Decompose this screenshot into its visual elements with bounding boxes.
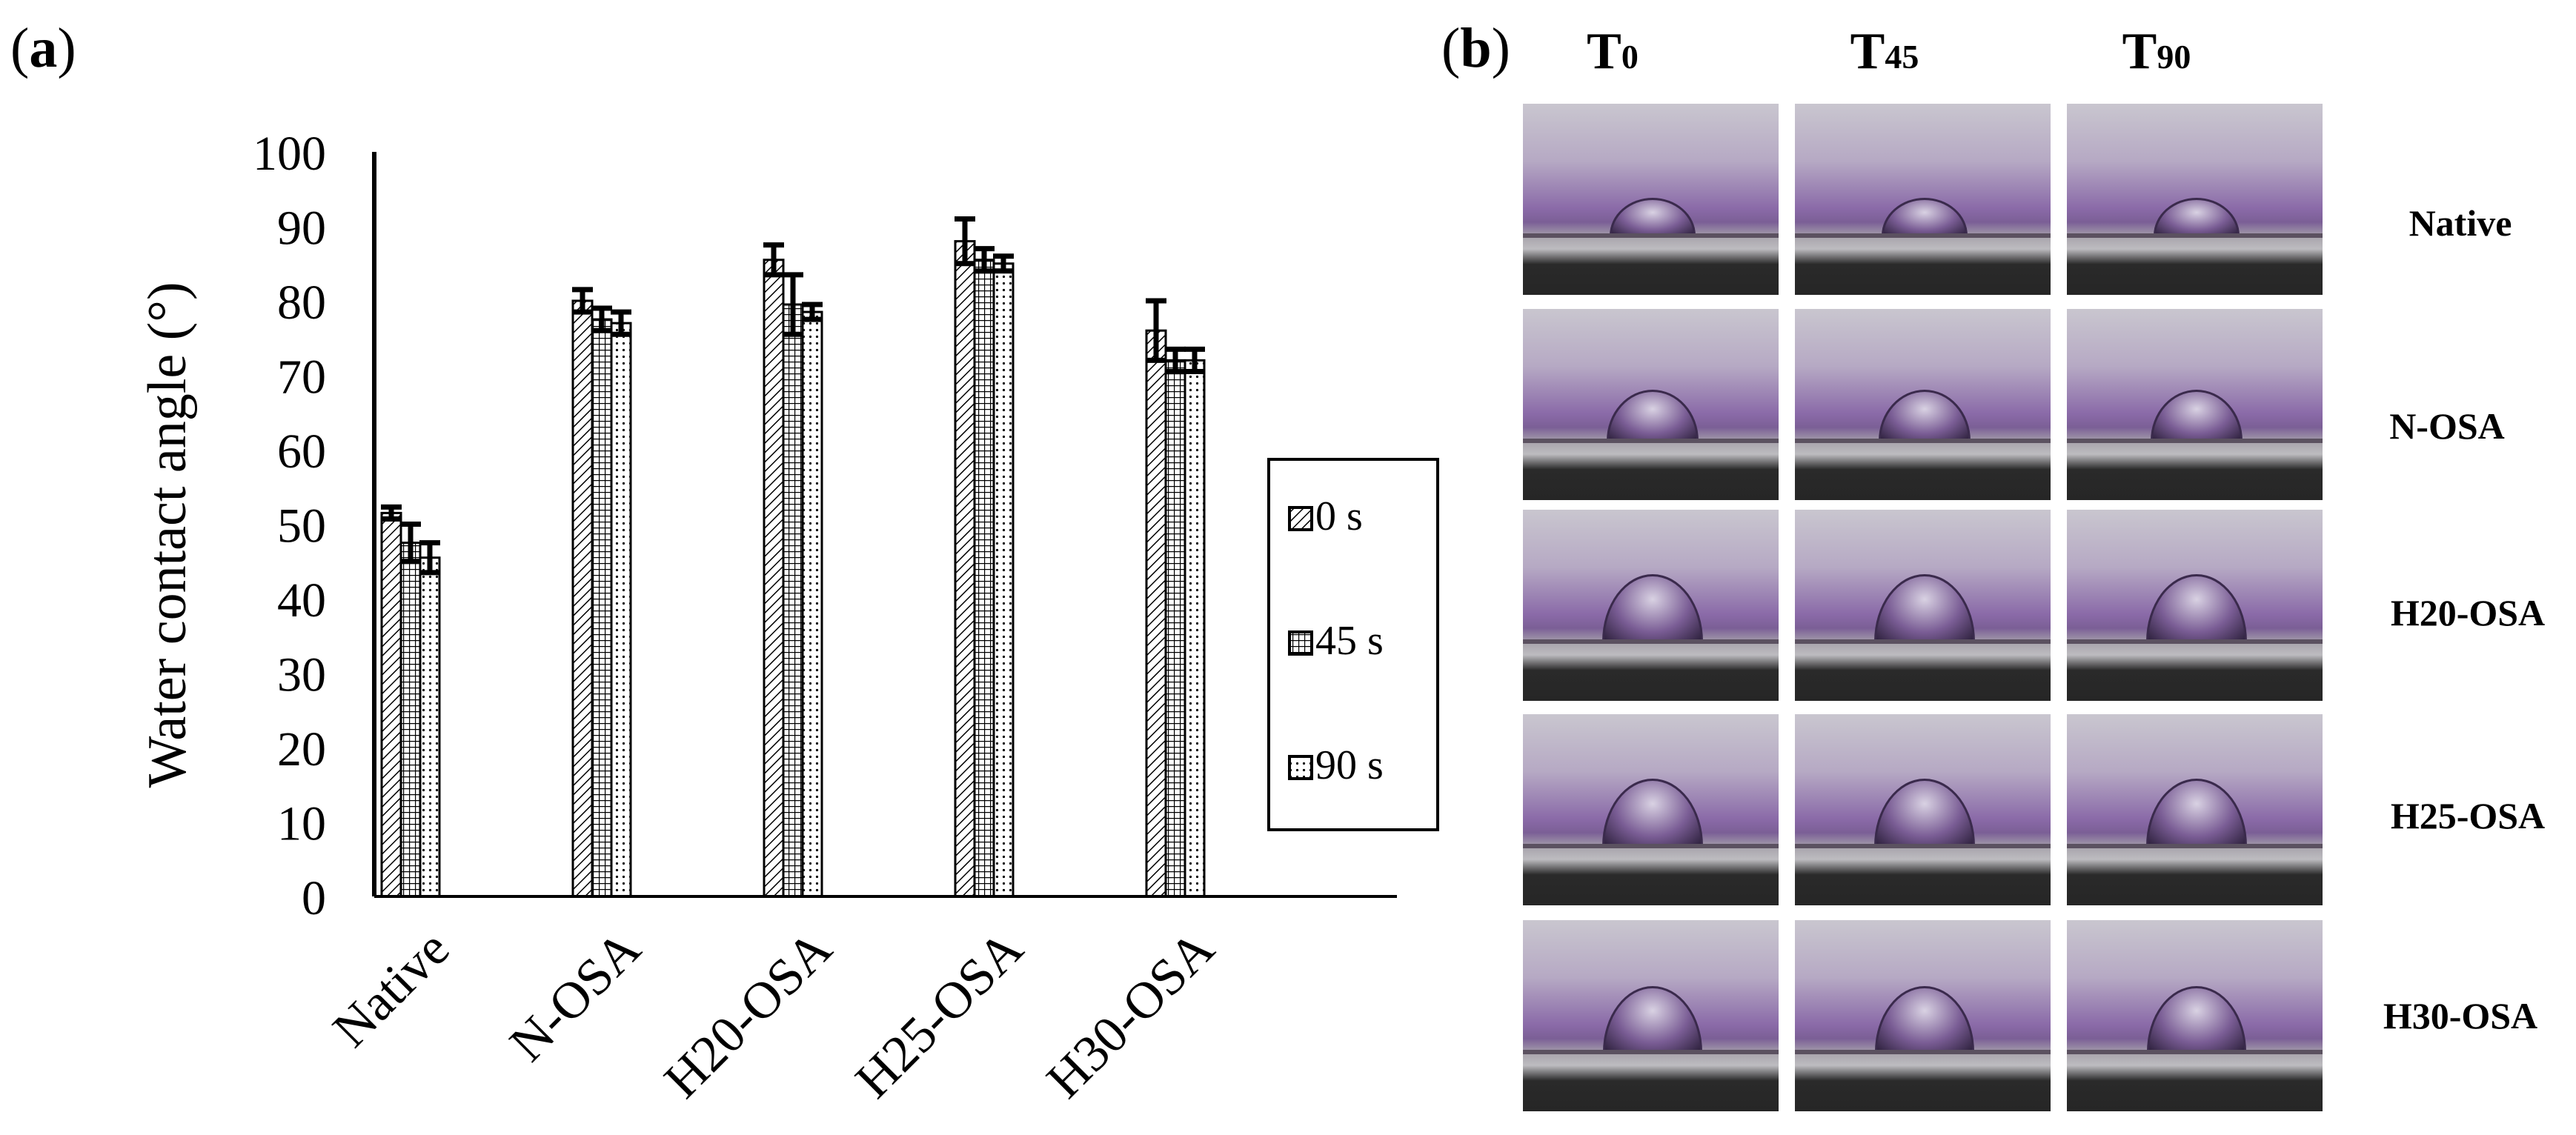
droplet-photo-h20-osa-t0 <box>1523 510 1779 701</box>
droplet-photo-h25-osa-t0 <box>1523 714 1779 905</box>
panel-b-close-paren: ) <box>1491 17 1510 79</box>
y-tick-label-20: 20 <box>277 722 326 776</box>
legend-label-0-s: 0 s <box>1315 493 1363 539</box>
legend-label-45-s: 45 s <box>1315 618 1384 664</box>
legend-swatch-45-s <box>1288 630 1313 656</box>
droplet-photo-h30-osa-t0 <box>1523 920 1779 1111</box>
y-axis-title: Water contact angle (°) <box>137 282 198 788</box>
column-header-t45-base: T <box>1850 23 1885 80</box>
y-tick-label-30: 30 <box>277 648 326 702</box>
y-tick-label-70: 70 <box>277 350 326 405</box>
error-bar-h30-osa-45-s <box>1165 346 1186 374</box>
error-bar-h25-osa-90-s <box>993 253 1014 274</box>
error-bar-n-osa-45-s <box>591 305 612 333</box>
legend-swatch-90-s <box>1288 755 1313 780</box>
column-header-t90-base: T <box>2122 23 2157 80</box>
x-tick-label-n-osa: N-OSA <box>499 920 652 1073</box>
legend-swatch-0-s <box>1288 506 1313 531</box>
column-header-t90: T90 <box>2031 22 2283 81</box>
x-tick-label-h20-osa: H20-OSA <box>654 920 843 1110</box>
panel-a-open-paren: ( <box>10 17 30 79</box>
legend: 0 s 45 s 90 s <box>1267 458 1439 831</box>
error-bar-h30-osa-0-s <box>1146 298 1166 363</box>
panel-a-label: (a) <box>10 16 76 81</box>
error-bar-native-45-s <box>400 522 421 565</box>
panel-a-close-paren: ) <box>57 17 76 79</box>
droplet-photo-h25-osa-t45 <box>1795 714 2051 905</box>
droplet-photo-h20-osa-t90 <box>2067 510 2323 701</box>
contact-angle-bar-chart: Water contact angle (°) 0 10 20 30 40 50 60 70 8… <box>137 127 1439 1110</box>
panel-b-label: (b) <box>1441 16 1510 81</box>
droplet-photo-n-osa-t0 <box>1523 309 1779 500</box>
panel-b-open-paren: ( <box>1441 17 1461 79</box>
error-bar-native-0-s <box>381 504 402 522</box>
row-label-h20-osa: H20-OSA <box>2390 592 2546 633</box>
droplet-photo-native-t45 <box>1795 104 2051 295</box>
error-bar-h20-osa-45-s <box>783 272 803 337</box>
row-label-native: Native <box>2409 202 2512 244</box>
error-bar-h25-osa-45-s <box>974 246 995 274</box>
column-header-t0-sub: 0 <box>1621 38 1639 76</box>
panel-b-letter: b <box>1460 17 1492 79</box>
error-bar-h25-osa-0-s <box>955 216 975 267</box>
panel-a-letter: a <box>29 17 58 79</box>
row-label-h25-osa: H25-OSA <box>2390 795 2546 836</box>
error-bar-h20-osa-0-s <box>763 242 784 278</box>
droplet-photo-h25-osa-t90 <box>2067 714 2323 905</box>
column-header-t45: T45 <box>1759 22 2011 81</box>
row-label-n-osa: N-OSA <box>2389 405 2505 447</box>
bar-h20-osa-45-s <box>782 303 804 898</box>
droplet-photo-n-osa-t90 <box>2067 309 2323 500</box>
bar-h25-osa-45-s <box>973 259 995 898</box>
y-tick-label-80: 80 <box>277 276 326 330</box>
y-tick-label-90: 90 <box>277 202 326 256</box>
error-bar-native-90-s <box>419 540 440 576</box>
row-label-h30-osa: H30-OSA <box>2383 995 2538 1036</box>
bar-native-45-s <box>399 542 422 898</box>
bar-h30-osa-90-s <box>1184 359 1206 898</box>
y-tick-label-50: 50 <box>277 499 326 553</box>
bar-native-90-s <box>419 556 441 898</box>
droplet-photo-native-t90 <box>2067 104 2323 295</box>
bar-h25-osa-90-s <box>992 262 1015 898</box>
column-header-t0-base: T <box>1587 23 1621 80</box>
bar-h20-osa-0-s <box>763 259 785 898</box>
droplet-photo-n-osa-t45 <box>1795 309 2051 500</box>
droplet-photo-h30-osa-t45 <box>1795 920 2051 1111</box>
error-bar-n-osa-0-s <box>572 287 593 315</box>
bar-h30-osa-0-s <box>1145 329 1167 898</box>
droplet-photo-h20-osa-t45 <box>1795 510 2051 701</box>
error-bar-h30-osa-90-s <box>1184 346 1205 374</box>
bar-n-osa-0-s <box>571 299 594 898</box>
bar-native-0-s <box>380 511 402 898</box>
x-tick-label-h25-osa: H25-OSA <box>845 920 1035 1110</box>
bar-h20-osa-90-s <box>801 310 823 898</box>
y-tick-label-40: 40 <box>277 573 326 628</box>
bar-h30-osa-45-s <box>1164 359 1186 898</box>
error-bar-h20-osa-90-s <box>802 302 823 322</box>
bar-h25-osa-0-s <box>954 240 976 898</box>
x-tick-label-native: Native <box>322 920 460 1058</box>
x-tick-label-h30-osa: H30-OSA <box>1036 920 1226 1110</box>
y-tick-label-0: 0 <box>302 871 326 925</box>
droplet-photo-native-t0 <box>1523 104 1779 295</box>
y-tick-label-100: 100 <box>253 127 326 181</box>
droplet-photo-h30-osa-t90 <box>2067 920 2323 1111</box>
column-header-t90-sub: 90 <box>2157 38 2191 76</box>
legend-label-90-s: 90 s <box>1315 742 1384 788</box>
column-header-t45-sub: 45 <box>1885 38 1919 76</box>
y-tick-label-60: 60 <box>277 425 326 479</box>
error-bar-n-osa-90-s <box>611 309 631 337</box>
y-tick-label-10: 10 <box>277 797 326 851</box>
bar-n-osa-90-s <box>610 322 632 898</box>
column-header-t0: T0 <box>1487 22 1739 81</box>
bar-n-osa-45-s <box>591 318 613 898</box>
